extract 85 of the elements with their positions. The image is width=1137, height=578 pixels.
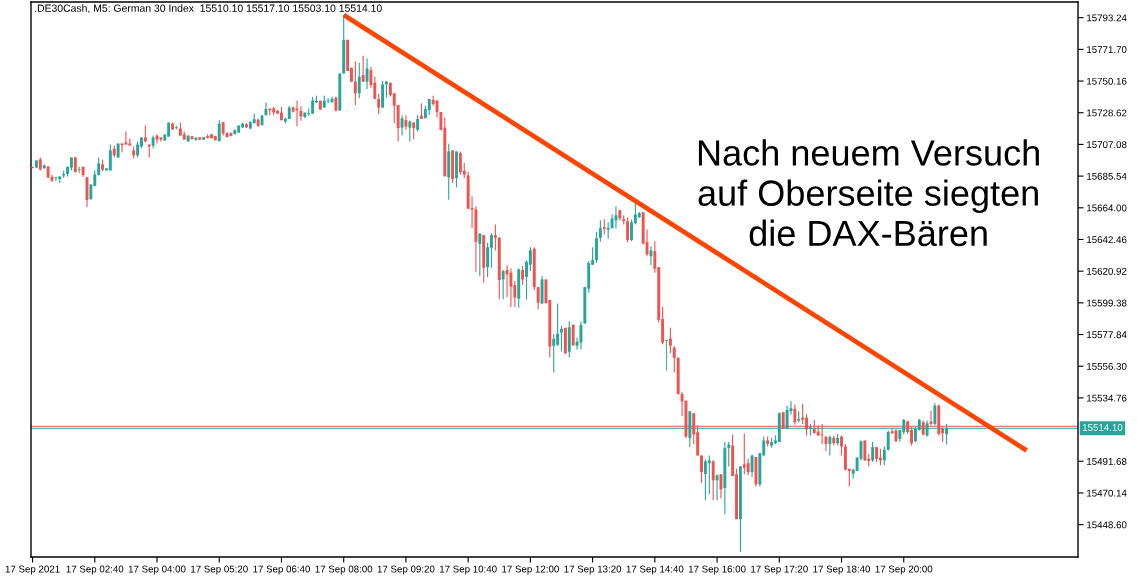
candlestick xyxy=(280,106,283,121)
candlestick xyxy=(711,459,715,501)
y-tick-label: 15642.46 xyxy=(1087,236,1127,244)
candlestick xyxy=(381,80,385,109)
y-tick-label: 15685.54 xyxy=(1087,172,1127,180)
candlestick xyxy=(863,439,867,462)
candlestick xyxy=(521,265,525,286)
candlestick xyxy=(194,136,198,142)
candlestick xyxy=(560,325,563,353)
candlestick xyxy=(377,93,381,115)
x-tick-label: 17 Sep 14:40 xyxy=(626,565,684,575)
candlestick xyxy=(478,232,482,277)
candlestick xyxy=(707,454,711,495)
candlestick xyxy=(595,231,598,264)
x-tick-label: 17 Sep 09:20 xyxy=(377,565,435,575)
x-tick-label: 17 Sep 06:40 xyxy=(253,565,311,575)
candlestick xyxy=(353,60,357,106)
y-tick-label: 15664.00 xyxy=(1087,204,1127,212)
x-tick-label: 17 Sep 12:00 xyxy=(502,565,559,575)
candlestick xyxy=(455,150,458,188)
candlestick xyxy=(715,473,719,501)
candlestick xyxy=(598,219,602,243)
y-tick-label: 15707.08 xyxy=(1087,141,1127,149)
x-tick-label: 17 Sep 20:00 xyxy=(875,565,933,575)
candlestick xyxy=(357,62,361,99)
candlestick xyxy=(750,453,754,478)
x-tick-label: 17 Sep 08:00 xyxy=(315,565,373,575)
y-tick-label: 15448.60 xyxy=(1087,521,1127,529)
candlestick xyxy=(871,441,875,463)
candlestick xyxy=(630,219,633,242)
candlestick xyxy=(493,224,497,252)
candlestick xyxy=(626,216,630,243)
candlestick xyxy=(801,403,805,425)
x-tick-label: 17 Sep 02:40 xyxy=(66,565,124,575)
x-tick-label: 17 Sep 10:40 xyxy=(439,565,497,575)
y-tick-label: 15771.70 xyxy=(1087,46,1127,53)
y-tick-label: 15620.92 xyxy=(1087,267,1127,275)
ref-line-label: 15514.10 xyxy=(1082,424,1123,431)
candlestick xyxy=(501,269,505,300)
x-tick-label: 17 Sep 05:20 xyxy=(191,565,248,575)
y-tick-label: 15599.38 xyxy=(1087,299,1127,307)
x-tick-label: 17 Sep 17:20 xyxy=(751,565,808,575)
candlestick xyxy=(556,302,560,347)
y-tick-label: 15491.68 xyxy=(1087,458,1127,465)
y-tick-label: 15728.62 xyxy=(1087,109,1127,117)
candlestick xyxy=(933,402,937,427)
candlestick xyxy=(552,333,556,373)
candlestick xyxy=(361,55,365,83)
candlestick xyxy=(672,345,676,373)
x-tick-label: 17 Sep 2021 xyxy=(5,565,60,575)
candlestick xyxy=(703,458,707,501)
x-tick-label: 17 Sep 16:00 xyxy=(688,565,746,575)
candlestick xyxy=(490,232,493,269)
candlestick xyxy=(614,205,618,230)
candlestick xyxy=(536,286,540,311)
x-tick-label: 17 Sep 04:00 xyxy=(128,565,186,575)
y-tick-label: 15750.16 xyxy=(1087,77,1127,85)
candlestick xyxy=(408,120,412,143)
y-tick-label: 15534.76 xyxy=(1087,394,1127,402)
candlestick xyxy=(299,105,303,122)
candlestick xyxy=(649,245,653,266)
candlestick xyxy=(668,326,672,354)
candlestick xyxy=(875,446,878,463)
x-tick-label: 17 Sep 18:40 xyxy=(813,565,871,575)
y-tick-label: 15556.30 xyxy=(1087,362,1127,370)
chart-title: .DE30Cash, M5: German 30 Index 15510.10 15517.10 15503.10 15514.10 xyxy=(35,4,382,14)
candlestick xyxy=(770,437,773,449)
annotation: Nach neuem Versuch auf Oberseite siegten die DAX-Bären xyxy=(698,139,1039,247)
candlestick xyxy=(326,97,330,104)
candlestick xyxy=(840,434,843,457)
candlestick xyxy=(828,434,832,457)
y-tick-label: 15470.14 xyxy=(1087,489,1127,497)
candlestick xyxy=(882,445,886,466)
candlestick xyxy=(458,150,462,176)
candlestick xyxy=(420,102,423,120)
x-tick-label: 17 Sep 13:20 xyxy=(564,565,622,575)
candlestick xyxy=(843,443,847,471)
y-tick-label: 15577.84 xyxy=(1087,331,1127,339)
candlestick xyxy=(742,433,746,475)
candlestick xyxy=(245,122,248,129)
candlestick xyxy=(124,131,128,146)
candlestick xyxy=(700,454,703,484)
candlestick xyxy=(509,267,513,308)
y-tick-label: 15793.24 xyxy=(1087,14,1127,22)
candlestick xyxy=(108,143,112,171)
